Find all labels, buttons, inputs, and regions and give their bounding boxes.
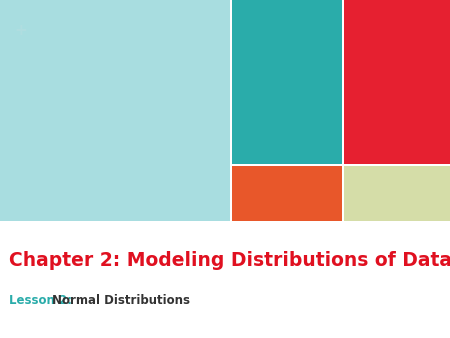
Bar [344, 0, 450, 164]
Text: Normal Distributions: Normal Distributions [52, 294, 190, 307]
Bar [232, 166, 342, 221]
Text: Lesson 2:: Lesson 2: [9, 294, 72, 307]
Bar [344, 166, 450, 221]
Bar [232, 0, 342, 164]
Text: +: + [14, 23, 27, 38]
Text: Chapter 2: Modeling Distributions of Data: Chapter 2: Modeling Distributions of Dat… [9, 251, 450, 270]
Bar [0, 0, 230, 221]
